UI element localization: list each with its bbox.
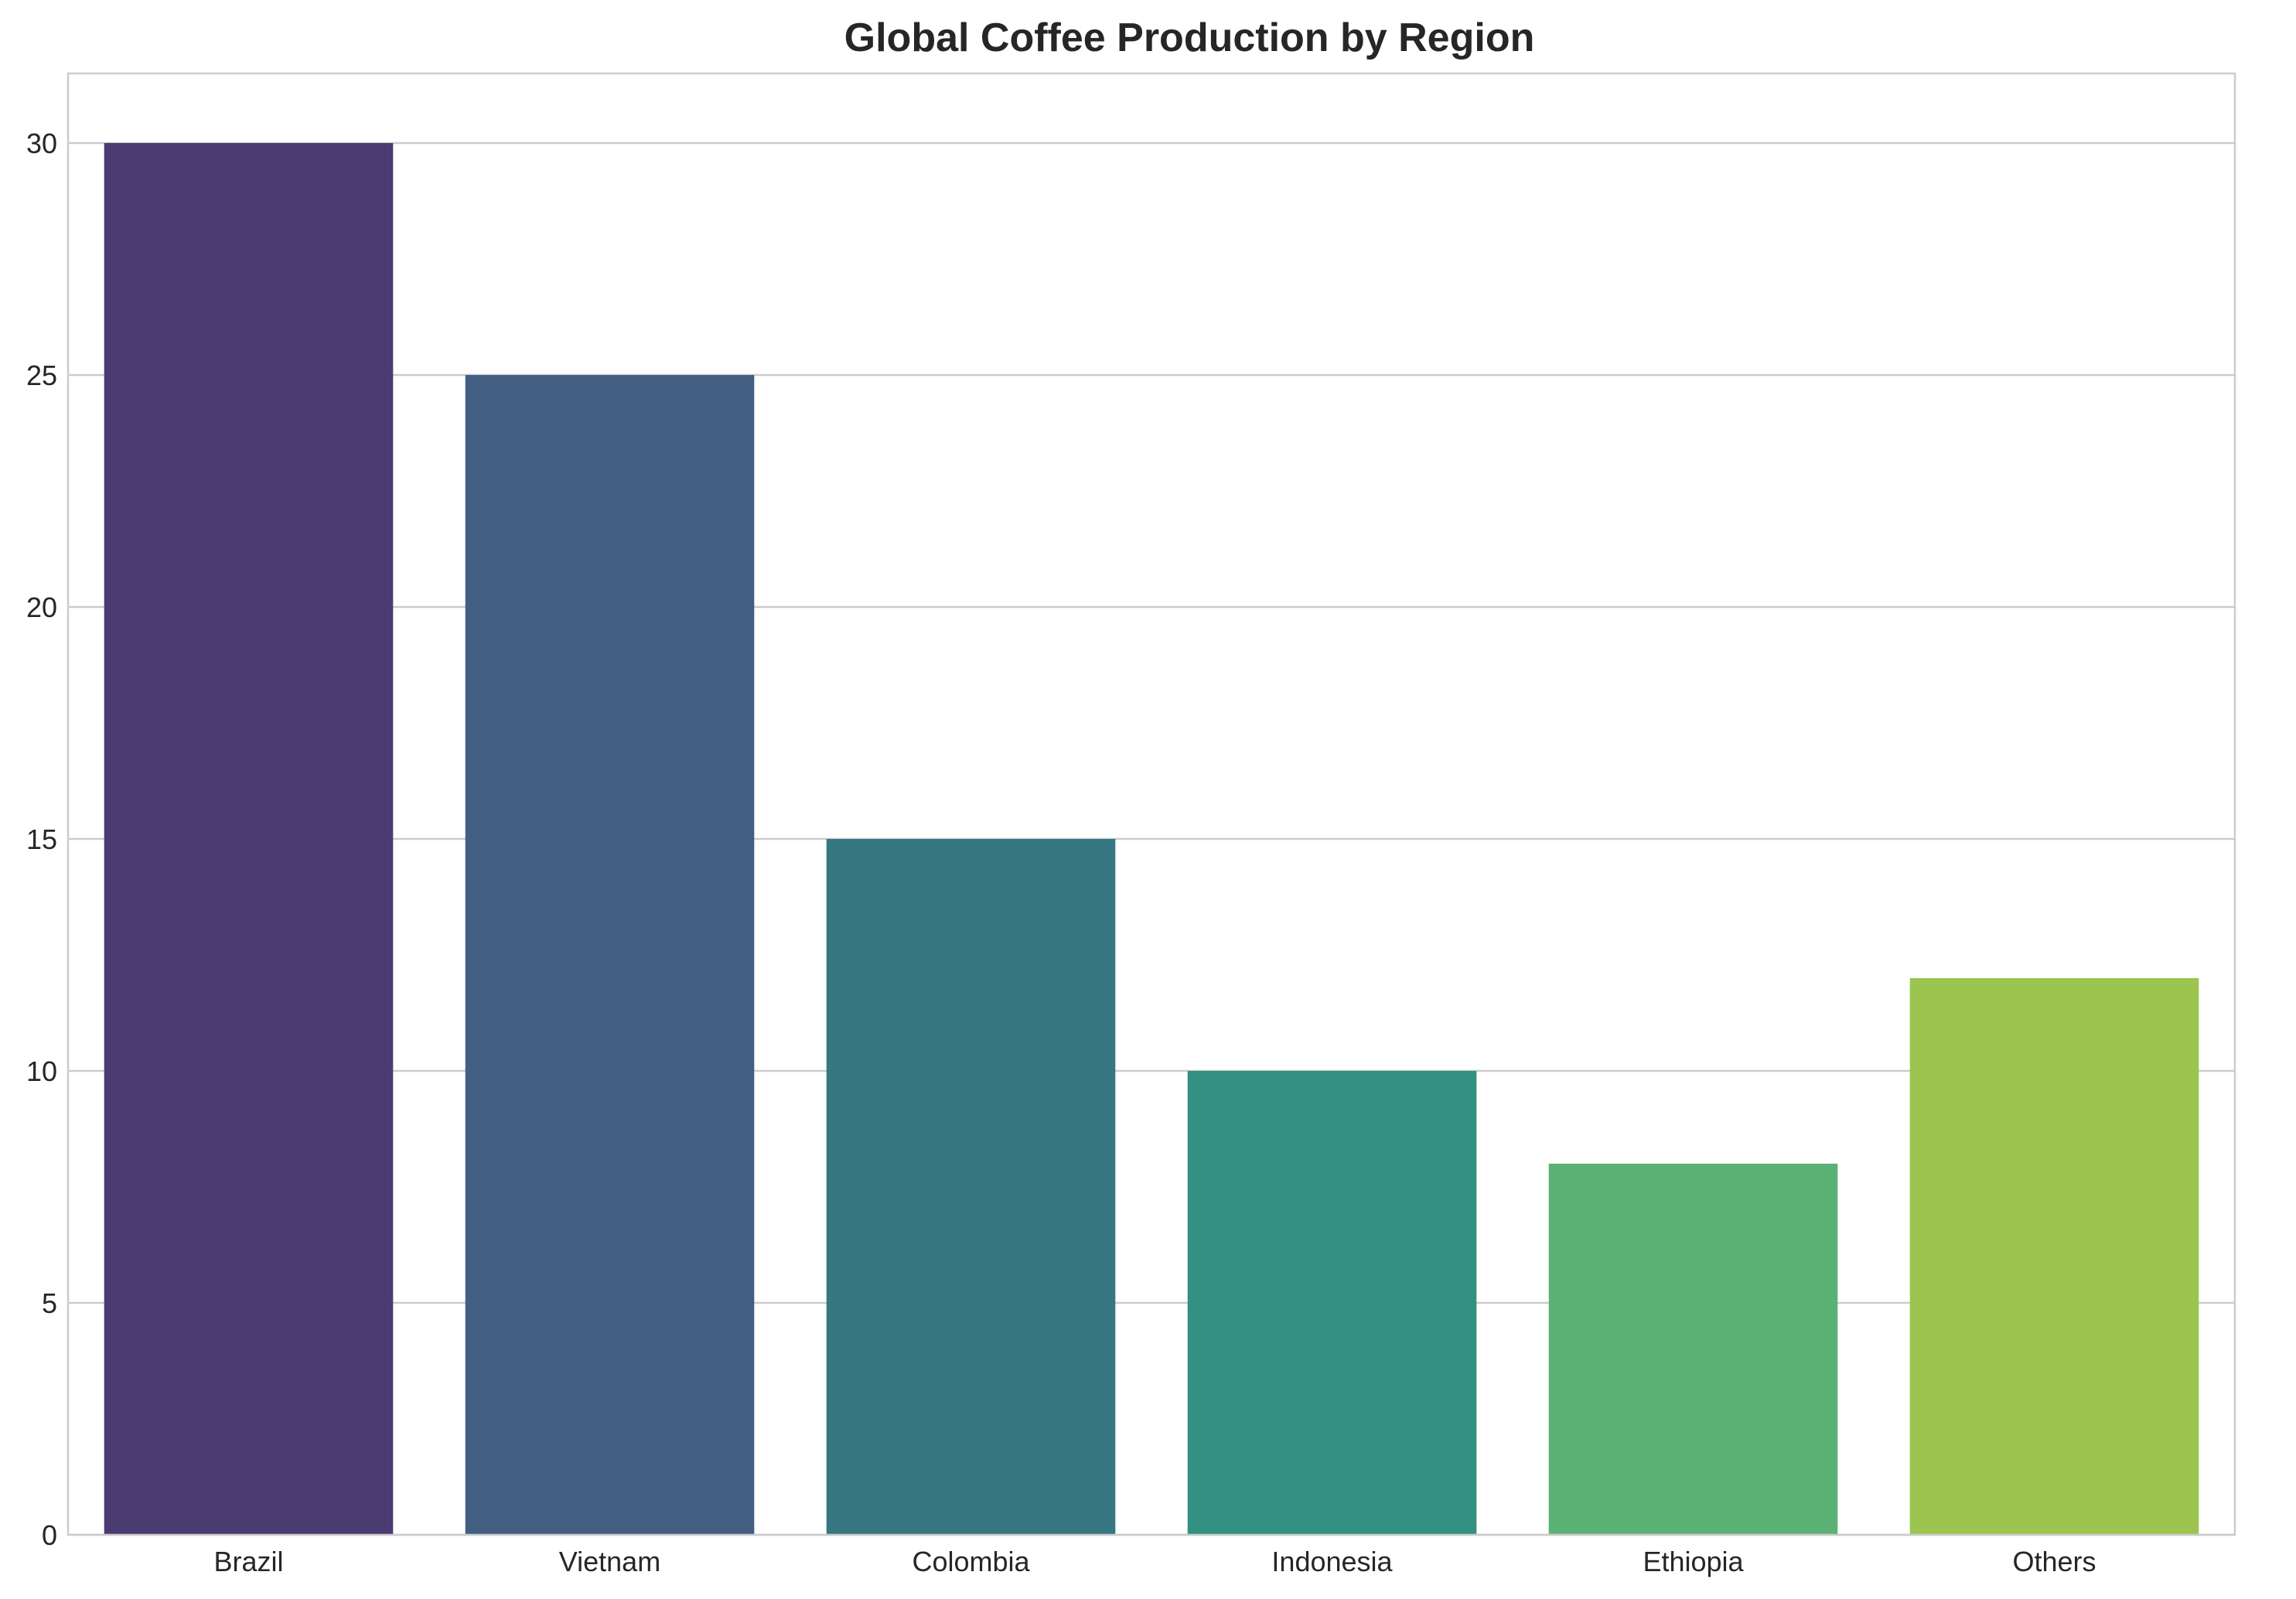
x-tick-label-colombia: Colombia: [912, 1546, 1030, 1577]
y-tick-label: 20: [26, 592, 57, 623]
x-tick-label-indonesia: Indonesia: [1271, 1546, 1393, 1577]
y-tick-label: 30: [26, 128, 57, 159]
bars: [104, 143, 2199, 1535]
y-tick-label: 0: [42, 1519, 57, 1551]
y-tick-label: 25: [26, 360, 57, 391]
x-tick-label-vietnam: Vietnam: [559, 1546, 660, 1577]
chart-title: Global Coffee Production by Region: [844, 15, 1535, 60]
x-tick-labels: Brazil Vietnam Colombia Indonesia Ethiopia Ot…: [213, 1546, 2096, 1577]
bar-vietnam: [465, 375, 755, 1535]
y-tick-label: 5: [42, 1287, 57, 1319]
y-tick-label: 15: [26, 823, 57, 855]
x-tick-label-brazil: Brazil: [213, 1546, 283, 1577]
bar-others: [1909, 978, 2199, 1535]
y-tick-labels: 0 5 10 15 20 25 30: [26, 128, 57, 1551]
y-gridlines: [68, 141, 2235, 1536]
bar-indonesia: [1187, 1071, 1477, 1535]
bar-brazil: [104, 143, 394, 1535]
x-tick-label-others: Others: [2012, 1546, 2096, 1577]
y-tick-label: 10: [26, 1055, 57, 1087]
x-tick-label-ethiopia: Ethiopia: [1643, 1546, 1744, 1577]
bar-colombia: [826, 839, 1116, 1535]
bar-ethiopia: [1548, 1164, 1838, 1535]
plot-frame: [67, 72, 2236, 1536]
